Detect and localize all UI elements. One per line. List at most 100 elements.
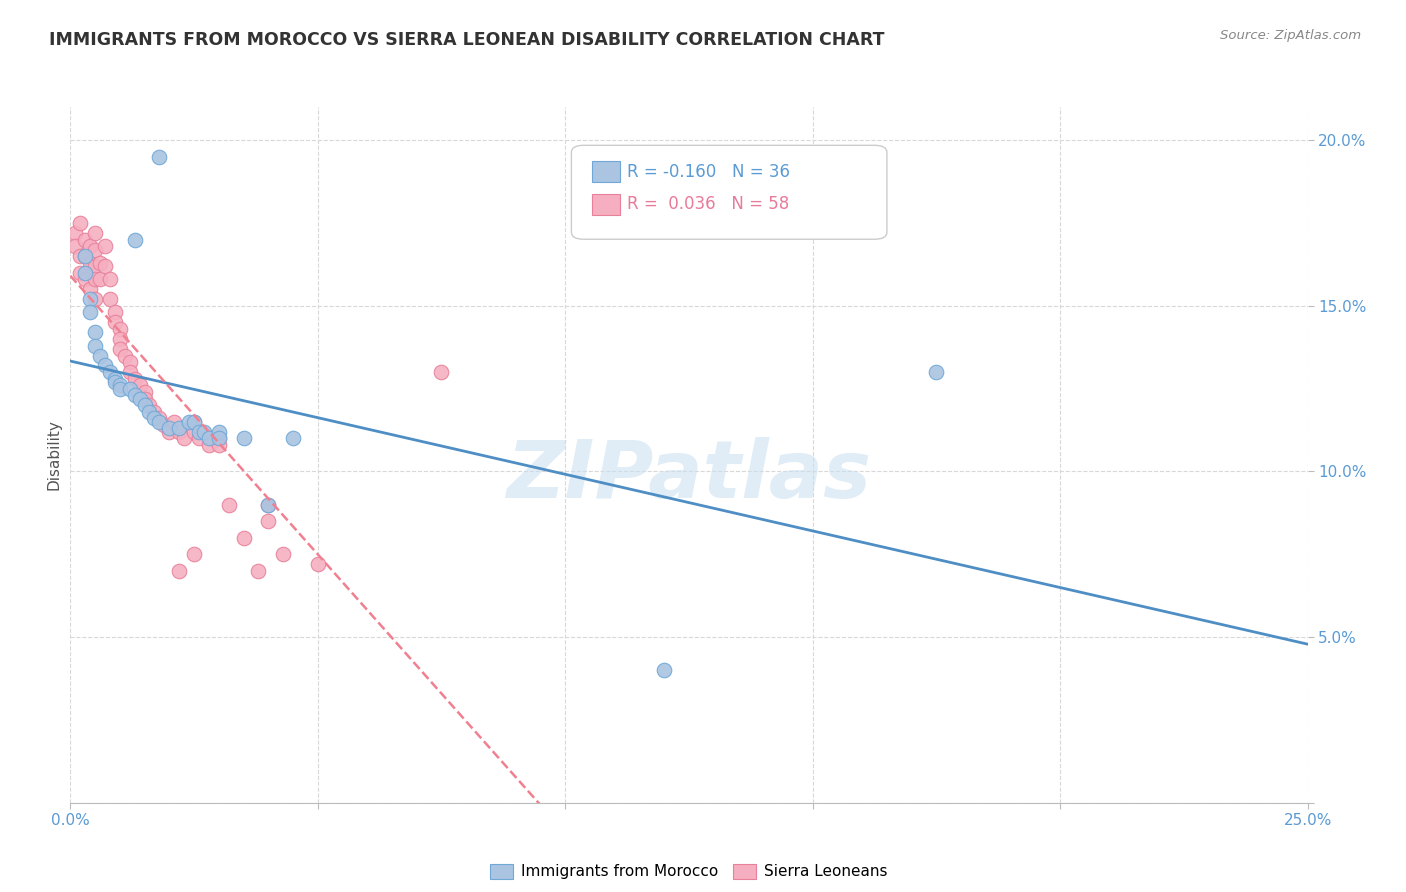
- Point: [271, 547, 294, 561]
- Bar: [592, 194, 620, 215]
- Point: [75, 233, 97, 247]
- Point: [198, 438, 221, 452]
- Point: [134, 398, 156, 412]
- Text: R =  0.036   N = 58: R = 0.036 N = 58: [627, 195, 789, 213]
- Point: [75, 272, 97, 286]
- Point: [84, 272, 107, 286]
- Point: [94, 259, 117, 273]
- Point: [84, 243, 107, 257]
- Point: [183, 547, 205, 561]
- Point: [69, 249, 91, 263]
- Legend: Immigrants from Morocco, Sierra Leoneans: Immigrants from Morocco, Sierra Leoneans: [484, 858, 894, 886]
- Point: [430, 365, 453, 379]
- Point: [94, 359, 117, 373]
- Point: [148, 411, 170, 425]
- Point: [108, 332, 131, 346]
- Point: [98, 272, 121, 286]
- Bar: [592, 161, 620, 182]
- Point: [75, 266, 97, 280]
- Point: [124, 388, 146, 402]
- Point: [134, 384, 156, 399]
- Point: [247, 564, 270, 578]
- Point: [134, 392, 156, 406]
- Point: [108, 342, 131, 356]
- Text: ZIPatlas: ZIPatlas: [506, 437, 872, 515]
- Point: [183, 425, 205, 439]
- Point: [108, 322, 131, 336]
- Point: [167, 421, 190, 435]
- Point: [128, 392, 150, 406]
- Point: [257, 498, 280, 512]
- Point: [98, 365, 121, 379]
- Point: [188, 425, 211, 439]
- Point: [104, 372, 127, 386]
- Point: [84, 226, 107, 240]
- Point: [69, 266, 91, 280]
- Point: [104, 315, 127, 329]
- Point: [177, 415, 200, 429]
- Point: [183, 415, 205, 429]
- Point: [193, 425, 215, 439]
- Point: [232, 531, 254, 545]
- Point: [173, 431, 195, 445]
- Point: [79, 256, 101, 270]
- Point: [925, 365, 948, 379]
- Point: [257, 498, 280, 512]
- Point: [157, 421, 180, 435]
- Point: [108, 378, 131, 392]
- Point: [118, 355, 141, 369]
- Point: [148, 415, 170, 429]
- Point: [163, 415, 186, 429]
- Point: [232, 431, 254, 445]
- Point: [188, 431, 211, 445]
- Point: [153, 418, 176, 433]
- Point: [157, 425, 180, 439]
- Point: [208, 431, 231, 445]
- Point: [104, 305, 127, 319]
- Point: [89, 256, 111, 270]
- Point: [114, 349, 136, 363]
- Point: [183, 415, 205, 429]
- Point: [89, 349, 111, 363]
- Point: [118, 382, 141, 396]
- Point: [104, 375, 127, 389]
- Point: [652, 663, 675, 677]
- Point: [138, 398, 160, 412]
- Point: [84, 292, 107, 306]
- Point: [79, 292, 101, 306]
- Point: [75, 249, 97, 263]
- FancyBboxPatch shape: [571, 145, 887, 239]
- Point: [84, 326, 107, 340]
- Point: [79, 282, 101, 296]
- Point: [143, 405, 166, 419]
- Point: [208, 438, 231, 452]
- Point: [65, 226, 87, 240]
- Point: [128, 378, 150, 392]
- Point: [75, 249, 97, 263]
- Point: [94, 239, 117, 253]
- Text: IMMIGRANTS FROM MOROCCO VS SIERRA LEONEAN DISABILITY CORRELATION CHART: IMMIGRANTS FROM MOROCCO VS SIERRA LEONEA…: [49, 31, 884, 49]
- Point: [138, 405, 160, 419]
- Point: [108, 382, 131, 396]
- Point: [98, 292, 121, 306]
- Point: [89, 272, 111, 286]
- Point: [307, 558, 329, 572]
- Point: [69, 216, 91, 230]
- Point: [79, 305, 101, 319]
- Point: [118, 365, 141, 379]
- Point: [167, 564, 190, 578]
- Text: Source: ZipAtlas.com: Source: ZipAtlas.com: [1220, 29, 1361, 42]
- Point: [198, 431, 221, 445]
- Point: [148, 150, 170, 164]
- Point: [218, 498, 240, 512]
- Point: [65, 239, 87, 253]
- Point: [84, 259, 107, 273]
- Point: [208, 431, 231, 445]
- Point: [167, 425, 190, 439]
- Text: R = -0.160   N = 36: R = -0.160 N = 36: [627, 163, 790, 181]
- Point: [281, 431, 304, 445]
- Point: [124, 233, 146, 247]
- Point: [208, 425, 231, 439]
- Point: [124, 372, 146, 386]
- Point: [257, 514, 280, 528]
